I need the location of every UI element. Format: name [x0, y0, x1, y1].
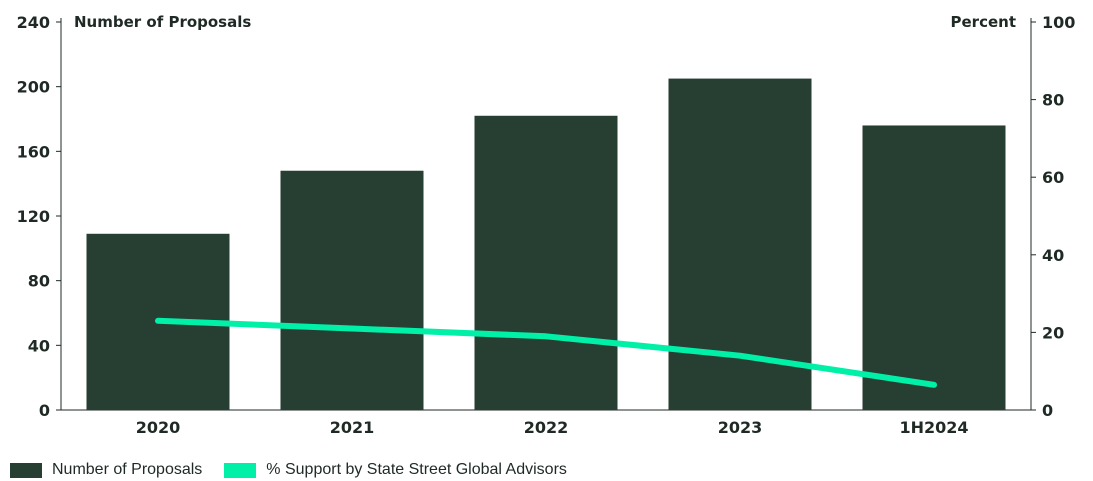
right-tick-label: 40 — [1042, 246, 1064, 265]
legend-item-proposals: Number of Proposals — [10, 461, 202, 479]
left-tick-label: 0 — [39, 401, 50, 420]
left-tick-label: 240 — [17, 13, 50, 32]
x-tick-label: 2020 — [136, 418, 181, 437]
left-tick-label: 120 — [17, 207, 50, 226]
bar-2022 — [475, 116, 618, 410]
right-tick-label: 100 — [1042, 13, 1075, 32]
legend-swatch-proposals — [10, 463, 42, 478]
bars — [87, 79, 1006, 410]
left-tick-label: 160 — [17, 142, 50, 161]
left-tick-label: 40 — [28, 336, 50, 355]
legend-item-support: % Support by State Street Global Advisor… — [224, 461, 567, 479]
right-axis-title: Percent — [951, 13, 1016, 31]
x-axis-labels: 2020 2021 2022 2023 1H2024 — [136, 418, 969, 437]
legend-label-support: % Support by State Street Global Advisor… — [266, 461, 567, 479]
right-axis: 0 20 40 60 80 100 — [1031, 13, 1075, 420]
left-axis-title: Number of Proposals — [74, 13, 251, 31]
right-tick-label: 80 — [1042, 91, 1064, 110]
x-tick-label: 2023 — [718, 418, 763, 437]
legend: Number of Proposals % Support by State S… — [10, 459, 589, 481]
bar-2021 — [281, 171, 424, 410]
right-tick-label: 0 — [1042, 401, 1053, 420]
left-tick-label: 200 — [17, 78, 50, 97]
left-tick-label: 80 — [28, 272, 50, 291]
x-tick-label: 2022 — [524, 418, 569, 437]
legend-swatch-support — [224, 463, 256, 478]
right-tick-label: 60 — [1042, 168, 1064, 187]
x-tick-label: 2021 — [330, 418, 375, 437]
x-tick-label: 1H2024 — [899, 418, 968, 437]
legend-label-proposals: Number of Proposals — [52, 461, 202, 479]
bar-1h2024 — [863, 125, 1006, 410]
right-tick-label: 20 — [1042, 323, 1064, 342]
